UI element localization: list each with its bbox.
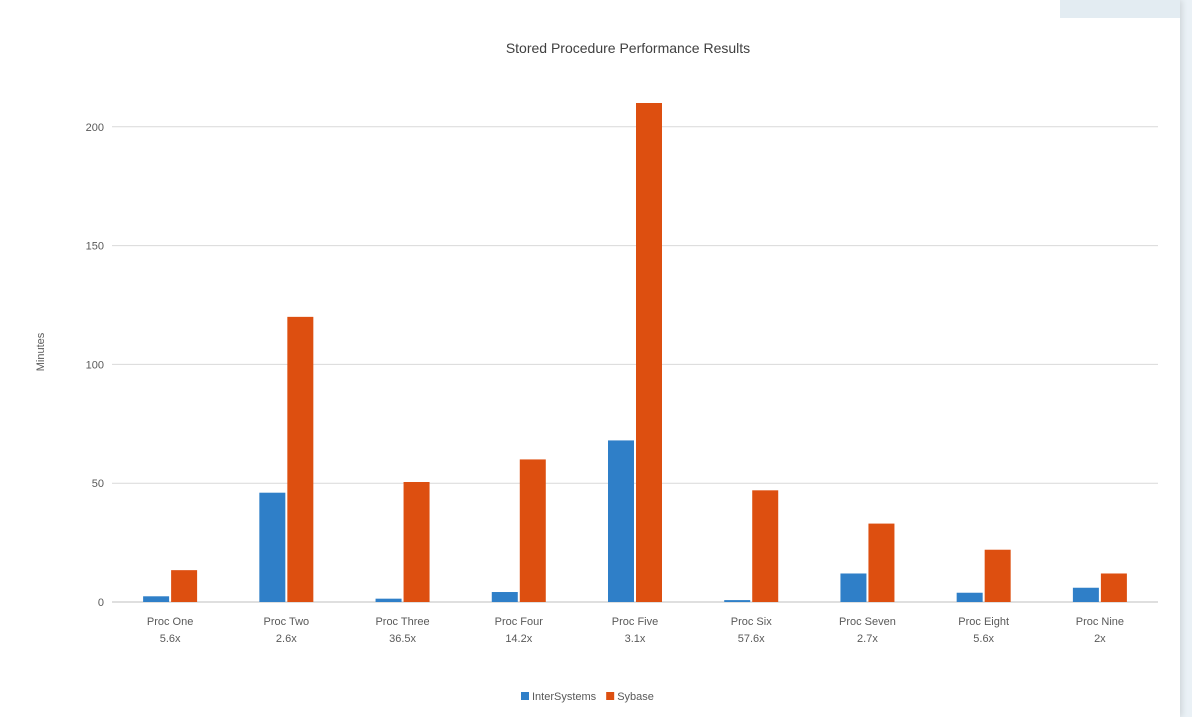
bar-intersystems bbox=[259, 493, 285, 602]
legend: InterSystems Sybase bbox=[521, 691, 654, 703]
x-category-label: Proc One bbox=[147, 616, 193, 628]
x-speedup-label: 2x bbox=[1094, 633, 1106, 645]
x-category-label: Proc Three bbox=[375, 616, 429, 628]
x-category-label: Proc Eight bbox=[958, 616, 1009, 628]
x-speedup-label: 2.6x bbox=[276, 633, 297, 645]
y-tick-label: 150 bbox=[86, 241, 104, 253]
bar-sybase bbox=[985, 550, 1011, 602]
legend-label: InterSystems bbox=[532, 691, 597, 703]
bar-intersystems bbox=[957, 593, 983, 602]
x-category-label: Proc Six bbox=[731, 616, 772, 628]
y-tick-label: 200 bbox=[86, 122, 104, 134]
legend-label: Sybase bbox=[617, 691, 654, 703]
x-category-label: Proc Two bbox=[264, 616, 310, 628]
x-category-label: Proc Four bbox=[495, 616, 544, 628]
x-speedup-label: 57.6x bbox=[738, 633, 765, 645]
bar-intersystems bbox=[1073, 588, 1099, 602]
x-axis-labels: Proc One 5.6x Proc Two 2.6x Proc Three 36.5x P… bbox=[147, 616, 1124, 645]
chart-title: Stored Procedure Performance Results bbox=[506, 40, 750, 56]
x-speedup-label: 5.6x bbox=[160, 633, 181, 645]
y-tick-label: 100 bbox=[86, 359, 104, 371]
bar-intersystems bbox=[143, 596, 169, 602]
x-category-label: Proc Seven bbox=[839, 616, 896, 628]
bar-sybase bbox=[752, 490, 778, 602]
x-speedup-label: 3.1x bbox=[625, 633, 646, 645]
bar-sybase bbox=[636, 103, 662, 602]
bars bbox=[143, 103, 1127, 602]
y-axis-ticks: 0 50 100 150 200 bbox=[86, 122, 104, 609]
bar-sybase bbox=[287, 317, 313, 602]
bar-sybase bbox=[868, 524, 894, 602]
x-speedup-label: 2.7x bbox=[857, 633, 878, 645]
x-category-label: Proc Five bbox=[612, 616, 658, 628]
y-axis-title: Minutes bbox=[35, 332, 47, 371]
bar-intersystems bbox=[608, 440, 634, 602]
y-tick-label: 50 bbox=[92, 478, 104, 490]
x-speedup-label: 5.6x bbox=[973, 633, 994, 645]
bar-sybase bbox=[171, 570, 197, 602]
bar-sybase bbox=[404, 482, 430, 602]
x-category-label: Proc Nine bbox=[1076, 616, 1124, 628]
bar-intersystems bbox=[840, 573, 866, 602]
bar-sybase bbox=[520, 459, 546, 602]
y-tick-label: 0 bbox=[98, 597, 104, 609]
bar-intersystems bbox=[724, 600, 750, 602]
x-speedup-label: 14.2x bbox=[505, 633, 532, 645]
x-speedup-label: 36.5x bbox=[389, 633, 416, 645]
legend-swatch bbox=[521, 692, 529, 700]
bar-sybase bbox=[1101, 573, 1127, 602]
bar-intersystems bbox=[376, 599, 402, 602]
bar-intersystems bbox=[492, 592, 518, 602]
legend-swatch bbox=[606, 692, 614, 700]
